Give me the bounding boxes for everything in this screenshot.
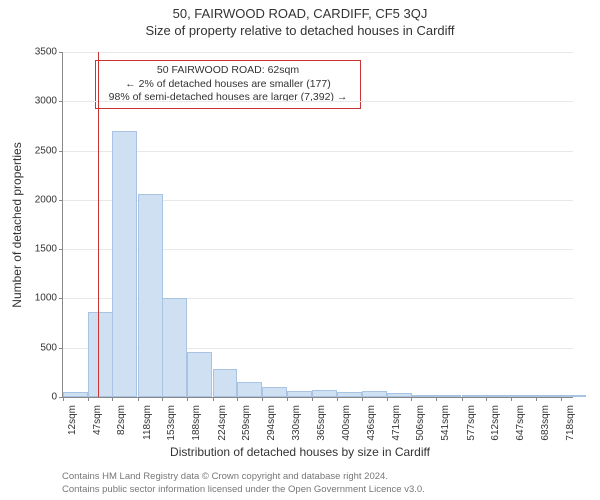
x-tick-label: 577sqm: [466, 405, 477, 449]
y-tick-label: 1000: [23, 293, 57, 304]
histogram-bar: [138, 194, 163, 397]
x-tick-mark: [112, 397, 113, 401]
histogram-bar: [213, 369, 238, 397]
x-tick-mark: [486, 397, 487, 401]
x-tick-label: 294sqm: [266, 405, 277, 449]
histogram-bar: [162, 298, 187, 397]
histogram-bar: [536, 395, 561, 397]
x-tick-label: 541sqm: [440, 405, 451, 449]
property-marker-line: [98, 52, 99, 397]
x-tick-mark: [411, 397, 412, 401]
y-tick-mark: [59, 298, 63, 299]
x-tick-label: 47sqm: [92, 405, 103, 449]
x-tick-mark: [362, 397, 363, 401]
y-axis-label: Number of detached properties: [10, 142, 24, 307]
x-tick-label: 471sqm: [391, 405, 402, 449]
x-tick-mark: [63, 397, 64, 401]
page-subtitle: Size of property relative to detached ho…: [0, 21, 600, 38]
x-tick-mark: [262, 397, 263, 401]
x-tick-mark: [162, 397, 163, 401]
histogram-bar: [262, 387, 287, 397]
histogram-bar: [436, 395, 461, 397]
x-tick-label: 153sqm: [166, 405, 177, 449]
histogram-bar: [561, 395, 586, 397]
footer-line-1: Contains HM Land Registry data © Crown c…: [62, 471, 388, 482]
histogram-bar: [312, 390, 337, 397]
x-tick-mark: [462, 397, 463, 401]
x-tick-label: 436sqm: [366, 405, 377, 449]
y-tick-label: 0: [23, 392, 57, 403]
x-tick-label: 718sqm: [565, 405, 576, 449]
x-tick-mark: [287, 397, 288, 401]
page-title: 50, FAIRWOOD ROAD, CARDIFF, CF5 3QJ: [0, 0, 600, 21]
histogram-bar: [362, 391, 387, 397]
y-tick-label: 2000: [23, 194, 57, 205]
x-tick-mark: [337, 397, 338, 401]
x-tick-label: 506sqm: [415, 405, 426, 449]
y-tick-mark: [59, 200, 63, 201]
histogram-bar: [387, 393, 412, 397]
histogram-bar: [411, 395, 436, 397]
x-tick-label: 118sqm: [142, 405, 153, 449]
x-tick-label: 12sqm: [67, 405, 78, 449]
y-tick-mark: [59, 101, 63, 102]
x-tick-label: 683sqm: [540, 405, 551, 449]
x-tick-label: 188sqm: [191, 405, 202, 449]
x-tick-mark: [561, 397, 562, 401]
x-tick-mark: [187, 397, 188, 401]
x-tick-mark: [213, 397, 214, 401]
y-tick-mark: [59, 348, 63, 349]
x-tick-label: 400sqm: [341, 405, 352, 449]
gridline: [63, 52, 573, 53]
histogram-bar: [187, 352, 212, 397]
histogram-bar: [287, 391, 312, 397]
histogram-bar: [112, 131, 137, 397]
histogram-bar: [486, 395, 511, 397]
histogram-bar: [237, 382, 262, 397]
y-tick-mark: [59, 52, 63, 53]
y-tick-label: 2500: [23, 145, 57, 156]
gridline: [63, 101, 573, 102]
x-tick-mark: [88, 397, 89, 401]
x-tick-mark: [312, 397, 313, 401]
x-tick-mark: [138, 397, 139, 401]
x-tick-label: 330sqm: [291, 405, 302, 449]
x-tick-label: 259sqm: [241, 405, 252, 449]
histogram-bar: [63, 392, 88, 397]
x-tick-mark: [536, 397, 537, 401]
footer-line-2: Contains public sector information licen…: [62, 484, 425, 495]
x-tick-label: 612sqm: [490, 405, 501, 449]
x-tick-label: 224sqm: [217, 405, 228, 449]
histogram-bar: [462, 395, 487, 397]
y-tick-label: 1500: [23, 244, 57, 255]
y-tick-label: 3000: [23, 96, 57, 107]
x-tick-mark: [387, 397, 388, 401]
x-tick-mark: [237, 397, 238, 401]
y-tick-label: 3500: [23, 47, 57, 58]
x-tick-label: 82sqm: [116, 405, 127, 449]
y-tick-mark: [59, 151, 63, 152]
histogram-bar: [337, 392, 362, 397]
gridline: [63, 151, 573, 152]
histogram-bar: [511, 395, 536, 397]
histogram-bar: [88, 312, 113, 397]
x-tick-label: 647sqm: [515, 405, 526, 449]
x-axis-label: Distribution of detached houses by size …: [0, 445, 600, 459]
x-tick-mark: [511, 397, 512, 401]
x-tick-mark: [436, 397, 437, 401]
histogram-chart: 050010001500200025003000350012sqm47sqm82…: [62, 52, 573, 398]
y-tick-mark: [59, 249, 63, 250]
x-tick-label: 365sqm: [316, 405, 327, 449]
y-tick-label: 500: [23, 342, 57, 353]
